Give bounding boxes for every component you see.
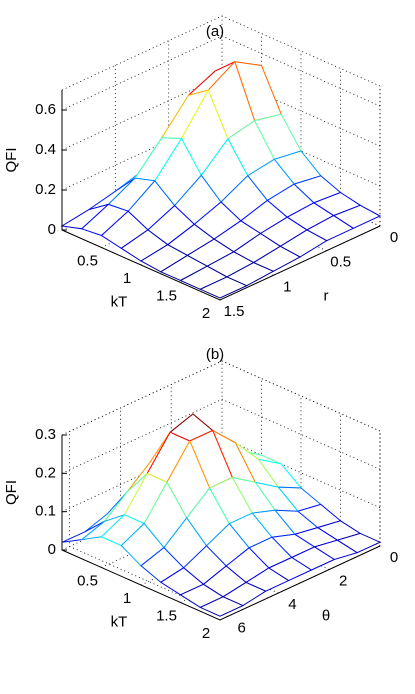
z-axis-label: QFI: [3, 148, 20, 173]
grid-line: [61, 398, 381, 474]
surface-patch: [199, 276, 248, 299]
y-tick-label: 1: [283, 278, 291, 295]
chart-title: (b): [206, 346, 224, 363]
y-axis-label: r: [324, 288, 329, 305]
z-tick-label: 0.3: [35, 426, 56, 443]
axis-line: [61, 90, 381, 301]
x-axis-label: kT: [111, 613, 128, 630]
y-tick-label: 0.5: [330, 254, 351, 271]
y-axis-label: θ: [322, 608, 330, 625]
y-tick-label: 0: [390, 229, 398, 246]
x-tick-label: 1.5: [156, 287, 177, 304]
surface-patch: [199, 596, 245, 617]
y-tick-label: 2: [339, 572, 347, 589]
x-tick-label: 1: [123, 270, 131, 287]
grid-line: [61, 360, 381, 436]
chart-title: (a): [206, 23, 224, 40]
x-tick-label: 0.5: [77, 572, 98, 589]
z-axis-label: QFI: [3, 480, 20, 505]
x-axis-label: kT: [111, 293, 128, 310]
grid-line: [69, 431, 228, 617]
box-edge: [61, 360, 381, 546]
box-edge: [61, 15, 381, 226]
axis-line: [61, 435, 381, 621]
y-tick-label: 1.5: [224, 303, 245, 320]
z-tick-label: 0.1: [35, 503, 56, 520]
x-tick-label: 0.5: [77, 252, 98, 269]
y-tick-label: 6: [237, 619, 245, 636]
x-tick-label: 2: [202, 625, 210, 642]
x-tick-label: 2: [202, 305, 210, 322]
z-tick-label: 0: [48, 221, 56, 238]
y-tick-label: 0: [390, 549, 398, 566]
x-tick-label: 1: [123, 590, 131, 607]
x-tick-label: 1.5: [156, 607, 177, 624]
y-tick-label: 4: [288, 596, 296, 613]
z-tick-label: 0.4: [35, 141, 56, 158]
z-tick-label: 0.2: [35, 464, 56, 481]
z-tick-label: 0: [48, 541, 56, 558]
z-tick-label: 0.6: [35, 101, 56, 118]
z-tick-label: 0.2: [35, 181, 56, 198]
